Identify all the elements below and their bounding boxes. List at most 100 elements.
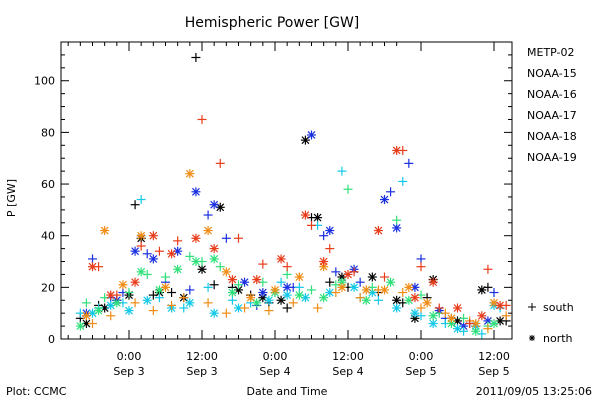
plot-frame (60, 41, 513, 340)
noaa-15-north-point (130, 246, 140, 256)
noaa-15-north-point (282, 282, 292, 292)
noaa-19-north-point (319, 257, 329, 267)
noaa-19-south-point (325, 244, 335, 254)
data-points (75, 52, 511, 339)
metp-02-north-point (300, 135, 310, 145)
noaa-18-south-point (331, 288, 341, 298)
legend-entry-noaa-15: NOAA-15 (527, 67, 577, 80)
noaa-19-south-point (197, 114, 207, 124)
noaa-18-south-point (167, 300, 177, 310)
noaa-16-north-point (264, 295, 274, 305)
noaa-16-south-point (276, 277, 286, 287)
noaa-15-north-point (392, 223, 402, 233)
noaa-17-north-point (428, 311, 438, 321)
noaa-16-south-point (227, 295, 237, 305)
noaa-17-north-point (386, 277, 396, 287)
noaa-18-south-point (106, 311, 116, 321)
noaa-16-north-point (428, 319, 438, 329)
noaa-18-south-point (355, 293, 365, 303)
footer-plot-source: Plot: CCMC (6, 385, 67, 398)
noaa-18-north-point (361, 285, 371, 295)
noaa-19-south-point (136, 241, 146, 251)
noaa-18-south-point (483, 324, 493, 334)
noaa-15-south-point (88, 254, 97, 264)
noaa-19-north-point (227, 275, 237, 285)
noaa-17-south-point (215, 262, 225, 272)
metp-02-north-point (197, 264, 207, 274)
x-tick-label-date: Sep 5 (478, 365, 509, 378)
noaa-17-north-point (227, 288, 237, 298)
noaa-19-south-point (258, 259, 268, 269)
noaa-18-south-point (240, 303, 250, 313)
noaa-17-north-point (489, 319, 499, 329)
noaa-19-north-point (343, 269, 353, 279)
noaa-19-north-point (373, 226, 383, 236)
noaa-18-south-point (288, 298, 298, 308)
noaa-17-north-point (471, 326, 481, 336)
y-tick-label: 100 (34, 75, 55, 88)
noaa-16-north-point (453, 324, 462, 334)
noaa-19-north-point (428, 277, 438, 287)
noaa-15-north-point (209, 200, 219, 210)
noaa-19-south-point (416, 262, 426, 272)
noaa-15-south-point (355, 277, 365, 287)
metp-02-south-point (191, 52, 201, 62)
x-tick-label-time: 0:00 (117, 350, 142, 363)
x-tick-label-time: 12:00 (186, 350, 218, 363)
noaa-18-north-point (337, 282, 347, 292)
noaa-15-north-point (325, 226, 335, 236)
metp-02-south-point (130, 200, 140, 210)
noaa-17-north-point (319, 293, 329, 303)
noaa-17-south-point (185, 251, 195, 261)
noaa-17-south-point (459, 313, 469, 323)
x-tick-label-date: Sep 3 (113, 365, 144, 378)
noaa-15-south-point (489, 288, 499, 298)
legend-plus-symbol (528, 303, 536, 311)
legend-marker-north: north (543, 332, 573, 345)
noaa-18-north-point (100, 226, 110, 236)
metp-02-south-point (167, 288, 177, 298)
metp-02-north-point (367, 272, 377, 282)
chart-title: Hemispheric Power [GW] (185, 15, 360, 31)
noaa-19-south-point (154, 246, 164, 256)
noaa-18-north-point (118, 280, 128, 290)
noaa-19-south-point (282, 262, 292, 272)
noaa-19-south-point (215, 158, 225, 168)
metp-02-south-point (325, 277, 335, 287)
noaa-19-north-point (392, 145, 402, 155)
x-tick-label-time: 0:00 (263, 350, 288, 363)
noaa-19-south-point (465, 319, 475, 329)
noaa-15-south-point (203, 210, 213, 220)
noaa-16-south-point (203, 282, 213, 292)
metp-02-north-point (477, 285, 487, 295)
noaa-17-south-point (234, 280, 243, 290)
noaa-18-north-point (422, 298, 432, 308)
legend-entry-noaa-19: NOAA-19 (527, 151, 577, 164)
noaa-17-south-point (282, 269, 292, 279)
noaa-15-north-point (258, 288, 268, 298)
noaa-17-north-point (136, 267, 146, 277)
noaa-18-south-point (130, 298, 140, 308)
legend-entry-metp-02: METP-02 (527, 46, 575, 59)
noaa-16-north-point (325, 288, 335, 298)
noaa-17-north-point (252, 298, 262, 308)
noaa-16-north-point (410, 308, 420, 318)
noaa-18-north-point (203, 226, 213, 236)
noaa-17-south-point (81, 298, 91, 308)
noaa-19-north-point (453, 303, 462, 313)
noaa-19-north-point (410, 293, 420, 303)
noaa-18-north-point (294, 272, 304, 282)
noaa-15-south-point (142, 249, 152, 259)
noaa-19-south-point (483, 264, 493, 274)
x-tick-label-date: Sep 4 (332, 365, 363, 378)
noaa-16-south-point (337, 166, 347, 176)
noaa-19-north-point (252, 275, 262, 285)
noaa-18-north-point (221, 267, 231, 277)
noaa-18-north-point (136, 231, 146, 241)
x-tick-label-time: 0:00 (409, 350, 434, 363)
noaa-18-north-point (246, 293, 256, 303)
metp-02-north-point (313, 213, 323, 223)
axes: 0 20 40 60 80 100 0:00 Sep 3 12:00 Sep 3 0:00 Sep 4… (34, 41, 513, 378)
noaa-16-south-point (136, 195, 146, 205)
noaa-19-south-point (234, 233, 243, 243)
